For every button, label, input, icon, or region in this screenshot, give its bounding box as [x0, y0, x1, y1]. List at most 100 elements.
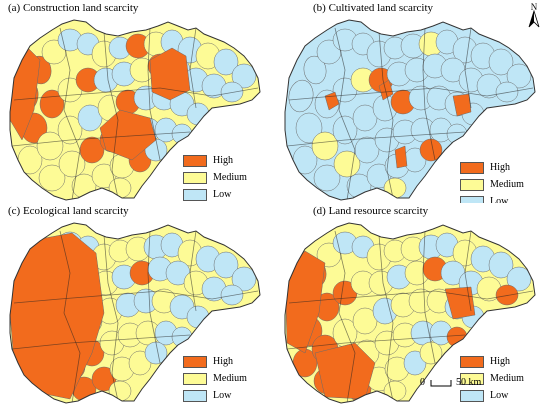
county-region	[383, 177, 407, 199]
legend-high-swatch	[460, 355, 484, 368]
county-region	[495, 81, 519, 103]
province-outline	[284, 19, 536, 201]
county-region	[220, 81, 244, 103]
panel-a: (a) Construction land scarcity High Medi…	[0, 0, 275, 203]
legend-medium-swatch	[460, 372, 484, 385]
prefecture-boundary	[422, 230, 436, 364]
prefecture-boundary	[13, 87, 259, 101]
legend-high-label: High	[490, 356, 510, 367]
legend-medium-swatch	[183, 372, 207, 385]
panel-c: (c) Ecological land scarcity High Medium…	[0, 203, 275, 406]
prefecture-boundary	[147, 230, 161, 364]
county-region	[311, 131, 339, 161]
north-arrow-icon: N	[528, 2, 540, 28]
prefecture-boundary	[59, 27, 81, 200]
county-region	[220, 284, 244, 306]
county-region	[295, 112, 323, 144]
province-outline	[9, 19, 261, 201]
panel-b-title: (b) Cultivated land scarcity	[313, 2, 434, 14]
panel-c-title: (c) Ecological land scarcity	[8, 205, 129, 217]
legend-medium-label: Medium	[213, 373, 247, 384]
county-region	[108, 177, 132, 199]
legend-high-label: High	[213, 155, 233, 166]
panel-a-title: (a) Construction land scarcity	[8, 2, 139, 14]
prefecture-boundary	[464, 27, 472, 109]
prefecture-boundary	[288, 290, 534, 304]
legend-a: High Medium Low	[183, 152, 247, 203]
county-region	[108, 380, 132, 402]
legend-low-label: Low	[213, 189, 232, 200]
prefecture-boundary	[147, 27, 161, 161]
county-region	[231, 266, 257, 292]
prefecture-boundary	[286, 334, 466, 350]
province-outline	[284, 222, 536, 404]
legend-d: High Medium Low	[460, 353, 524, 404]
prefecture-boundary	[334, 27, 356, 200]
map-c	[9, 222, 261, 404]
county-region	[303, 55, 327, 85]
legend-high-swatch	[183, 355, 207, 368]
scale-zero: 0	[420, 377, 425, 388]
legend-low-swatch	[183, 389, 207, 402]
legend-high-swatch	[460, 161, 484, 174]
county-region	[231, 63, 257, 89]
prefecture-boundary	[11, 334, 191, 350]
county-region	[149, 47, 191, 101]
legend-low-swatch	[460, 195, 484, 203]
prefecture-boundary	[378, 234, 394, 402]
prefecture-boundary	[103, 234, 119, 402]
panel-d: (d) Land resource scarcity High Medium L…	[275, 203, 550, 406]
map-a	[9, 19, 261, 201]
legend-b: High Medium Low	[460, 159, 524, 203]
map-d	[284, 222, 536, 404]
legend-medium-label: Medium	[490, 179, 524, 190]
legend-high-label: High	[490, 162, 510, 173]
scale-bar: 0 50 km	[420, 377, 481, 388]
county-region	[444, 286, 476, 320]
legend-high-swatch	[183, 154, 207, 167]
legend-medium-swatch	[183, 171, 207, 184]
county-region	[314, 342, 376, 400]
legend-medium-label: Medium	[490, 373, 524, 384]
prefecture-boundary	[59, 230, 81, 403]
legend-high-label: High	[213, 356, 233, 367]
prefecture-boundary	[422, 27, 436, 161]
county-region	[394, 145, 408, 169]
prefecture-boundary	[286, 131, 466, 147]
panel-b: (b) Cultivated land scarcity High Medium…	[275, 0, 550, 203]
legend-medium-label: Medium	[213, 172, 247, 183]
province-outline	[9, 222, 261, 404]
legend-low-swatch	[460, 389, 484, 402]
legend-low-label: Low	[490, 196, 509, 203]
legend-low-label: Low	[490, 390, 509, 401]
legend-low-swatch	[183, 188, 207, 201]
county-region	[506, 63, 532, 89]
prefecture-boundary	[334, 230, 356, 403]
panel-d-title: (d) Land resource scarcity	[313, 205, 429, 217]
legend-low-label: Low	[213, 390, 232, 401]
prefecture-boundary	[288, 87, 534, 101]
prefecture-boundary	[378, 31, 394, 199]
north-label: N	[531, 2, 538, 12]
scale-label: 50 km	[456, 377, 482, 388]
prefecture-boundary	[189, 230, 197, 312]
map-b	[284, 19, 536, 201]
legend-medium-swatch	[460, 178, 484, 191]
county-region	[383, 380, 407, 402]
county-region	[213, 251, 239, 279]
prefecture-boundary	[189, 27, 197, 109]
legend-c: High Medium Low	[183, 353, 247, 404]
county-region	[313, 164, 341, 192]
county-region	[38, 164, 66, 192]
county-region	[488, 251, 514, 279]
county-region	[488, 48, 514, 76]
county-region	[332, 115, 358, 145]
prefecture-boundary	[13, 290, 259, 304]
county-region	[36, 131, 64, 161]
county-region	[452, 93, 472, 117]
county-region	[57, 115, 83, 145]
prefecture-boundary	[464, 230, 472, 312]
county-region	[495, 284, 519, 306]
county-region	[506, 266, 532, 292]
county-region	[213, 48, 239, 76]
